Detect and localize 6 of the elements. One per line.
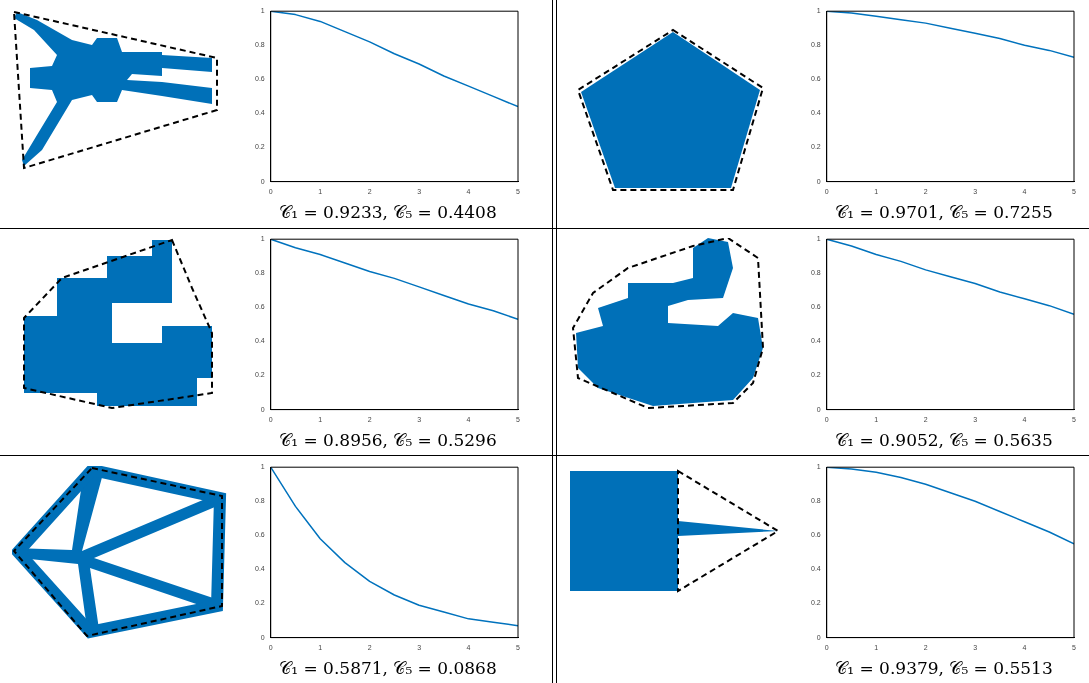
text: 𝒞₁ = 0.9379, 𝒞₅ = 0.5513 — [834, 658, 1054, 678]
text: 𝒞₁ = 0.5871, 𝒞₅ = 0.0868 — [278, 658, 498, 678]
text: 𝒞₁ = 0.9701, 𝒞₅ = 0.7255 — [834, 202, 1054, 222]
text: 𝒞₁ = 0.9052, 𝒞₅ = 0.5635 — [834, 430, 1054, 450]
text: 𝒞₁ = 0.9233, 𝒞₅ = 0.4408 — [278, 202, 498, 222]
text: 𝒞₁ = 0.8956, 𝒞₅ = 0.5296 — [278, 430, 498, 450]
